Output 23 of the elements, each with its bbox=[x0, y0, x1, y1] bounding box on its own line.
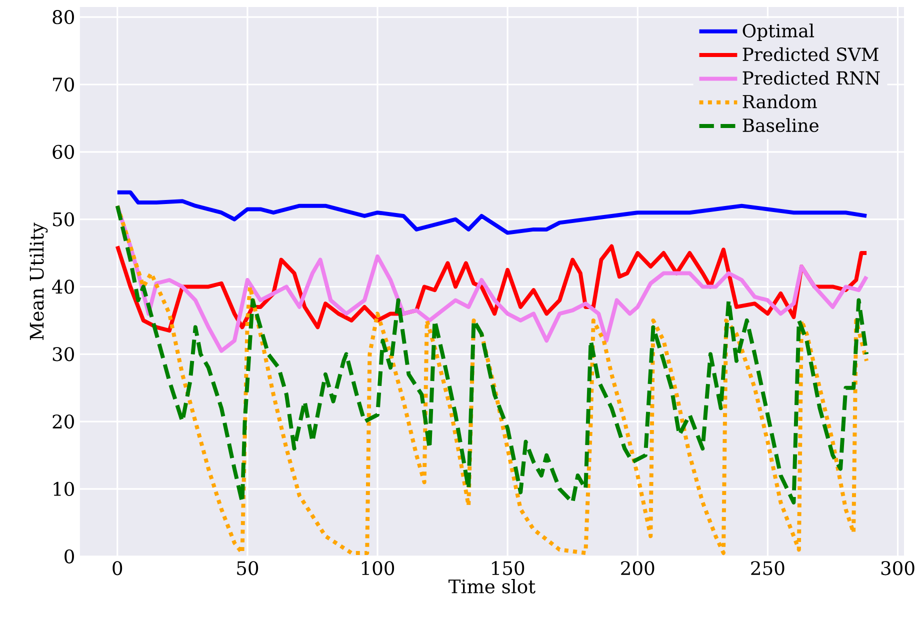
y-tick-label: 20 bbox=[52, 414, 74, 428]
x-tick-label: 50 bbox=[237, 560, 258, 576]
legend-label: Predicted RNN bbox=[742, 70, 880, 85]
y-tick-label: 60 bbox=[52, 144, 74, 159]
x-tick-label: 150 bbox=[492, 560, 524, 576]
legend-label: Optimal bbox=[742, 23, 814, 41]
x-tick-label: 100 bbox=[362, 560, 394, 576]
y-tick-label: 50 bbox=[53, 212, 74, 226]
y-axis-title: Mean Utility bbox=[29, 222, 48, 340]
y-tick-label: 10 bbox=[54, 482, 74, 496]
x-tick-label: 200 bbox=[621, 560, 654, 576]
y-tick-label: 0 bbox=[64, 549, 74, 564]
legend-label: Random bbox=[742, 94, 817, 108]
legend-label: Baseline bbox=[742, 118, 818, 132]
y-tick-label: 40 bbox=[52, 280, 74, 294]
x-tick-label: 300 bbox=[881, 560, 914, 576]
x-tick-label: 250 bbox=[751, 560, 784, 576]
y-tick-label: 80 bbox=[52, 10, 74, 24]
y-tick-label: 70 bbox=[53, 77, 74, 92]
x-axis-title: Time slot bbox=[448, 578, 536, 594]
y-tick-label: 30 bbox=[52, 346, 74, 362]
x-tick-label: 0 bbox=[112, 560, 122, 576]
legend-label: Predicted SVM bbox=[742, 47, 878, 61]
